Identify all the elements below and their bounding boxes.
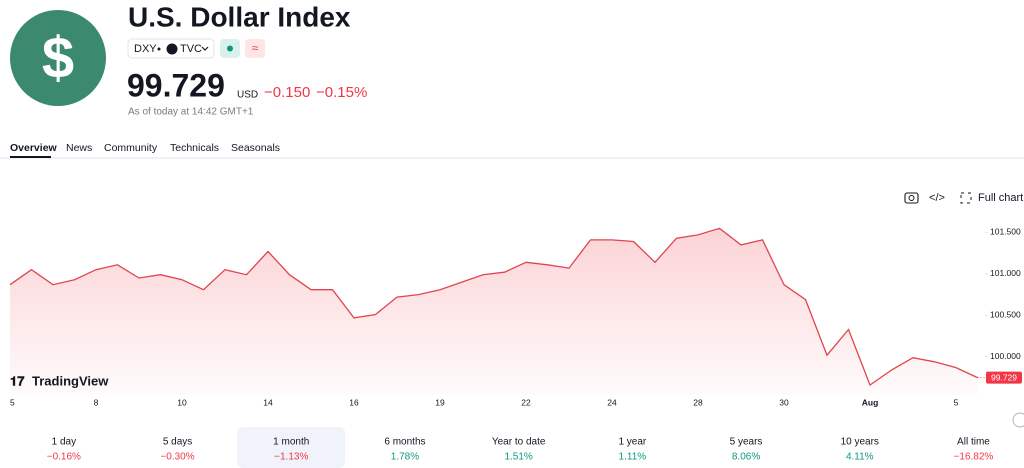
x-tick-label: 5 (954, 397, 959, 407)
plot: 100.000 100.500 101.000 101.500 5 8 10 14 16 19 22… (9, 227, 1022, 407)
period-change: −0.16% (47, 452, 81, 463)
period-change: 8.06% (732, 452, 760, 463)
watermark: TradingView (32, 373, 109, 388)
x-tick-label: 8 (94, 397, 99, 407)
period-change: 1.11% (619, 452, 647, 463)
period-label[interactable]: 5 days (163, 437, 192, 448)
title: U.S. Dollar Index (128, 1, 351, 32)
x-tick-label: 24 (607, 397, 617, 407)
delayed-icon: ≈ (252, 41, 259, 55)
period-label[interactable]: All time (957, 437, 990, 448)
periods: 1 day −0.16% 5 days −0.30% 1 month −1.13% 6 mo… (47, 427, 994, 468)
x-tick-label: 16 (349, 397, 359, 407)
x-tick-label: 14 (263, 397, 273, 407)
tab[interactable]: Technicals (170, 142, 219, 154)
tabs: Overview News Community Technicals Seasonals (10, 142, 280, 154)
period-change: 4.11% (846, 452, 874, 463)
change: −0.150 (264, 84, 310, 101)
x-tick-label: 30 (779, 397, 789, 407)
period-label[interactable]: 6 months (384, 437, 425, 448)
x-tick-label: Aug (862, 397, 879, 407)
fullscreen-icon (960, 192, 972, 204)
period-change: 1.78% (391, 452, 419, 463)
market-open-dot (227, 45, 233, 52)
logo (10, 10, 106, 106)
as-of: As of today at 14:42 GMT+1 (128, 107, 254, 118)
period-change: −0.30% (160, 452, 194, 463)
change-percent: −0.15% (316, 84, 367, 101)
period-label[interactable]: 5 years (730, 437, 763, 448)
tab[interactable]: Community (104, 142, 158, 154)
y-tick-label: 100.000 (990, 351, 1021, 361)
currency: USD (237, 90, 258, 101)
delayed-badge[interactable] (245, 39, 265, 58)
exchange: TVC (180, 43, 202, 55)
x-tick-label: 5 (10, 397, 15, 407)
last-price-label: 99.729 (991, 372, 1017, 382)
dot (157, 47, 161, 51)
x-tick-label: 28 (693, 397, 703, 407)
price-area (10, 228, 978, 395)
y-tick-label: 100.500 (990, 310, 1021, 320)
active-tab-underline (10, 156, 51, 158)
x-tick-label: 22 (521, 397, 531, 407)
period-label[interactable]: Year to date (492, 437, 546, 448)
period-change: −1.13% (274, 452, 308, 463)
x-tick-label: 10 (177, 397, 187, 407)
watermark-logo: 𝟏𝟕 (10, 373, 25, 388)
y-tick-label: 101.000 (990, 268, 1021, 278)
chevron (201, 46, 209, 51)
scroll-indicator (1012, 412, 1024, 428)
snapshot-button[interactable] (904, 192, 919, 204)
snapshot-lens (908, 195, 915, 201)
price: 99.729 (127, 67, 225, 103)
embed-button[interactable]: </> (929, 192, 945, 204)
tab[interactable]: Seasonals (231, 142, 280, 154)
price-line (9, 227, 978, 387)
logo-symbol: $ (42, 25, 74, 90)
y-tick-label: 101.500 (990, 227, 1021, 237)
exchange-icon (166, 43, 178, 55)
period-label[interactable]: 1 month (273, 437, 309, 448)
period-label[interactable]: 1 day (52, 437, 76, 448)
period-change: −16.82% (954, 452, 994, 463)
period-label[interactable]: 10 years (841, 437, 879, 448)
symbol: DXY (134, 43, 157, 55)
selected-period (237, 427, 346, 468)
period-change: 1.51% (504, 452, 532, 463)
tab[interactable]: Overview (10, 142, 58, 154)
period-label[interactable]: 1 year (618, 437, 646, 448)
x-tick-label: 19 (435, 397, 445, 407)
full-chart-button[interactable]: Full chart (978, 192, 1023, 204)
last-price-badge (986, 371, 1022, 384)
tab[interactable]: News (66, 142, 92, 154)
